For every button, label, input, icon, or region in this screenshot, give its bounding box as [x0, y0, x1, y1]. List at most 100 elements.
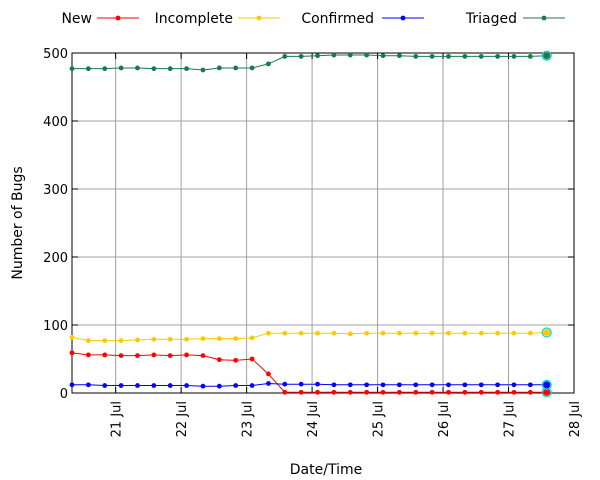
- data-point: [200, 353, 206, 358]
- data-point: [233, 383, 239, 388]
- data-point: [544, 382, 550, 388]
- data-point: [216, 383, 222, 389]
- data-point: [413, 54, 419, 59]
- data-point: [347, 331, 353, 337]
- legend-swatch-point: [541, 15, 547, 21]
- data-point: [282, 54, 288, 59]
- data-point: [315, 53, 320, 59]
- data-point: [380, 330, 386, 336]
- data-point: [167, 353, 173, 358]
- data-point: [249, 65, 255, 71]
- data-point: [396, 389, 402, 395]
- data-point: [266, 61, 271, 67]
- data-point: [266, 381, 271, 386]
- y-tick-label: 200: [43, 251, 68, 266]
- data-point: [102, 338, 108, 344]
- data-point: [118, 353, 124, 358]
- data-point: [216, 336, 222, 341]
- data-point: [233, 65, 239, 71]
- y-axis: 0 100 200 300 400 500: [43, 47, 574, 402]
- data-point: [380, 382, 386, 388]
- data-point: [102, 352, 108, 358]
- data-point: [69, 382, 75, 388]
- data-point: [347, 382, 353, 388]
- data-point: [478, 330, 484, 336]
- latest-marker-inner: [543, 328, 551, 337]
- data-point: [266, 371, 271, 377]
- legend-swatch-point: [400, 15, 406, 21]
- x-tick-label: 22 Jul: [175, 401, 190, 437]
- y-tick-label: 400: [43, 115, 68, 130]
- data-point: [527, 54, 533, 59]
- data-point: [184, 352, 189, 358]
- data-point: [347, 389, 353, 395]
- data-point: [233, 357, 239, 363]
- data-point: [396, 382, 402, 388]
- data-point: [69, 66, 75, 72]
- data-point: [249, 383, 255, 388]
- y-tick-label: 300: [43, 183, 68, 198]
- y-axis-title: Number of Bugs: [10, 166, 26, 279]
- data-point: [184, 66, 189, 72]
- data-point: [69, 334, 75, 340]
- data-point: [429, 389, 435, 395]
- data-point: [118, 338, 124, 344]
- data-point: [249, 335, 255, 341]
- data-point: [495, 382, 501, 388]
- x-axis: 21 Jul 22 Jul 23 Jul 24 Jul 25 Jul 26 Jul 27 J…: [110, 53, 583, 437]
- data-point: [364, 52, 370, 58]
- data-point: [167, 66, 173, 72]
- data-point: [527, 389, 533, 395]
- data-point: [511, 330, 517, 336]
- data-point: [200, 336, 206, 341]
- data-point: [200, 67, 206, 73]
- data-point: [118, 383, 124, 388]
- data-point: [446, 54, 451, 59]
- data-point: [364, 330, 370, 336]
- legend-label: Confirmed: [301, 11, 374, 27]
- x-tick-label: 27 Jul: [503, 401, 518, 437]
- plot-frame: [71, 52, 575, 394]
- data-point: [446, 330, 451, 336]
- data-point: [511, 382, 517, 388]
- data-point: [544, 53, 550, 59]
- data-point: [396, 330, 402, 336]
- data-point: [462, 330, 468, 336]
- data-point: [167, 336, 173, 342]
- legend-item-triaged: Triaged: [465, 11, 565, 27]
- data-point: [429, 54, 435, 59]
- data-point: [200, 383, 206, 389]
- data-point: [380, 53, 386, 59]
- series-line: [71, 332, 547, 342]
- data-point: [216, 357, 222, 363]
- data-point: [331, 382, 337, 388]
- data-point: [478, 54, 484, 59]
- data-point: [495, 330, 501, 336]
- legend-swatch-point: [115, 15, 121, 21]
- data-point: [118, 65, 124, 71]
- data-point: [298, 330, 304, 336]
- data-point: [544, 330, 550, 335]
- data-point: [527, 382, 533, 388]
- x-tick-label: 28 Jul: [568, 401, 583, 437]
- x-tick-label: 25 Jul: [372, 401, 387, 437]
- y-tick-label: 0: [60, 387, 68, 402]
- data-point: [85, 66, 91, 72]
- x-tick-label: 26 Jul: [437, 401, 452, 437]
- data-point: [184, 383, 189, 388]
- data-point: [495, 54, 501, 59]
- data-point: [151, 383, 157, 388]
- data-point: [364, 382, 370, 388]
- data-point: [135, 337, 140, 343]
- legend-item-new: New: [61, 11, 139, 27]
- data-point: [135, 383, 140, 388]
- data-point: [364, 389, 370, 395]
- data-point: [151, 352, 157, 358]
- data-point: [446, 389, 451, 395]
- x-tick-label: 24 Jul: [306, 401, 321, 437]
- series-incomplete: [69, 330, 550, 344]
- data-point: [282, 389, 288, 395]
- data-point: [85, 338, 91, 344]
- latest-marker-inner: [543, 381, 551, 389]
